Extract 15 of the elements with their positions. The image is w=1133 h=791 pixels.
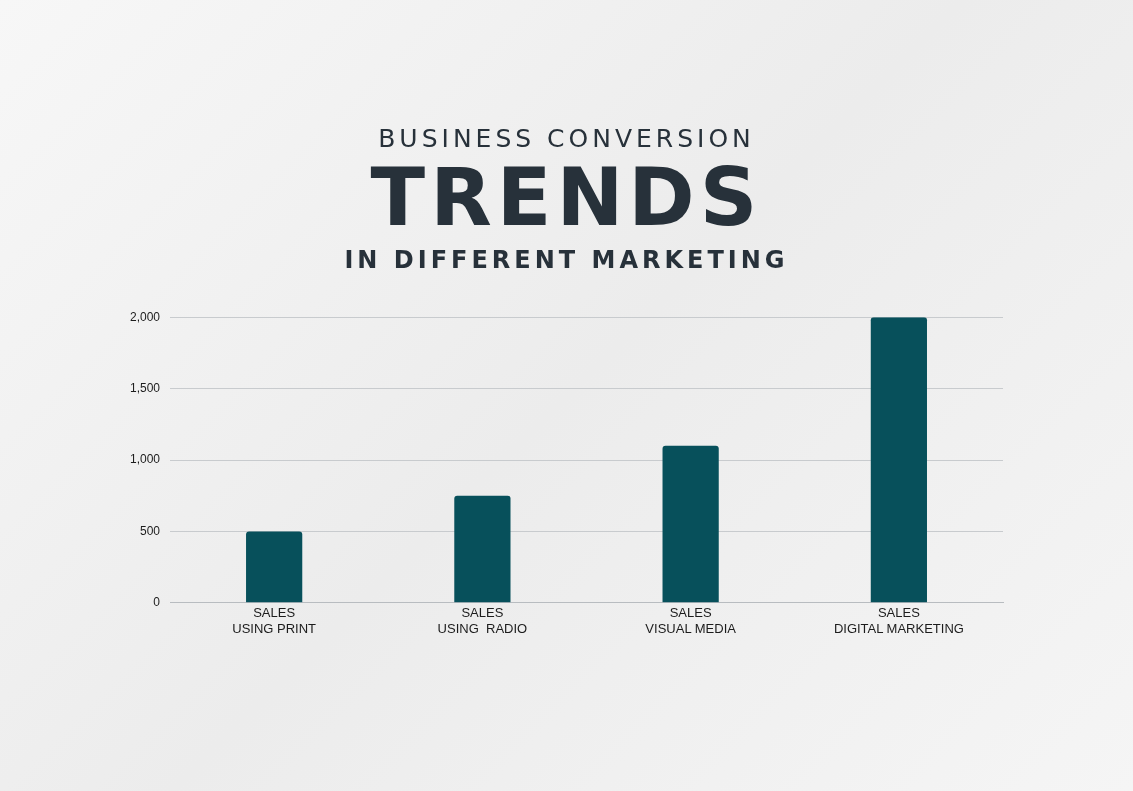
y-tick-label: 1,500: [130, 380, 161, 395]
bar: [246, 531, 303, 603]
y-tick-label: 2,000: [130, 309, 161, 324]
x-tick-label: SALES DIGITAL MARKETING: [833, 605, 964, 636]
x-tick-label: SALES VISUAL MEDIA: [645, 605, 737, 636]
x-tick-label: SALES USING PRINT: [232, 605, 317, 636]
bar: [662, 445, 719, 603]
chart-title: BUSINESS CONVERSION TRENDS: [369, 123, 764, 244]
chart-subtitle: IN DIFFERENT MARKETING: [344, 246, 789, 274]
bar: [454, 495, 511, 603]
y-tick-label: 500: [140, 523, 161, 538]
x-tick-label: SALES USING RADIO: [437, 605, 528, 636]
y-tick-label: 0: [153, 595, 161, 610]
bar: [870, 317, 927, 603]
y-tick-label: 1,000: [130, 452, 161, 467]
